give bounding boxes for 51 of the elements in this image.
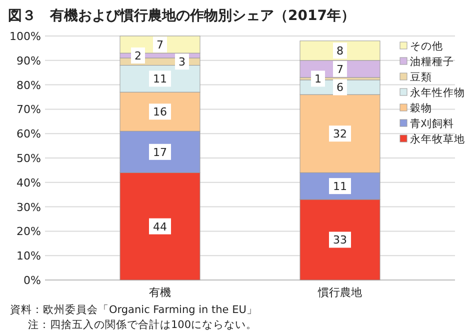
y-tick-label: 70% [16,103,41,116]
label: 6 [333,79,347,96]
label: 8 [333,42,347,59]
x-tick-label: 慣行農地 [317,286,362,299]
data-label: 6 [336,81,344,94]
legend-label: 油糧種子 [410,55,454,68]
label: 33 [329,232,351,248]
data-label: 2 [134,50,142,63]
y-tick-label: 100% [10,30,41,43]
data-label: 11 [153,72,167,86]
y-tick-label: 20% [16,225,41,238]
chart-title: 図３ 有機および慣行農地の作物別シェア（2017年） [8,8,355,24]
data-label: 3 [178,56,186,69]
label: 3 [175,54,189,70]
data-label: 44 [153,220,167,234]
text: 注：四捨五入の関係で合計は100にならない。 [28,318,258,331]
y-tick-label: 60% [16,128,41,141]
legend-label: その他 [410,40,443,52]
data-label: 1 [314,72,322,86]
data-label: 11 [333,180,347,194]
data-label: 17 [153,146,167,159]
y-tick-label: 80% [16,78,41,92]
y-tick-label: 90% [16,54,41,68]
label: 44 [149,218,171,234]
y-tick-label: 50% [16,152,41,165]
y-tick-label: 0% [24,274,41,287]
data-label: 32 [333,128,347,141]
label: 7 [333,60,347,77]
data-label: 16 [153,106,167,119]
text: 資料：欧州委員会「Organic Farming in the EU」 [10,303,258,316]
label: 1 [311,70,325,87]
y-tick-label: 10% [16,250,41,263]
x-tick-label: 有機 [149,286,171,299]
label: 32 [329,126,351,142]
legend-label: 青刈飼料 [410,117,454,130]
label: 11 [329,178,351,194]
label: 16 [149,104,171,120]
legend-label: 永年性作物 [410,86,465,99]
label: 7 [153,36,167,53]
data-label: 33 [333,234,347,247]
legend-label: 豆類 [410,72,432,84]
data-label: 7 [156,38,164,52]
data-label: 7 [336,62,344,76]
data-label: 8 [336,44,344,58]
label: 2 [131,48,145,64]
y-tick-label: 40% [16,176,41,190]
y-tick-label: 30% [16,200,41,214]
label: 17 [149,144,171,160]
legend-label: 永年牧草地 [410,132,465,146]
label: 11 [149,70,171,87]
legend-label: 穀物 [410,102,432,114]
